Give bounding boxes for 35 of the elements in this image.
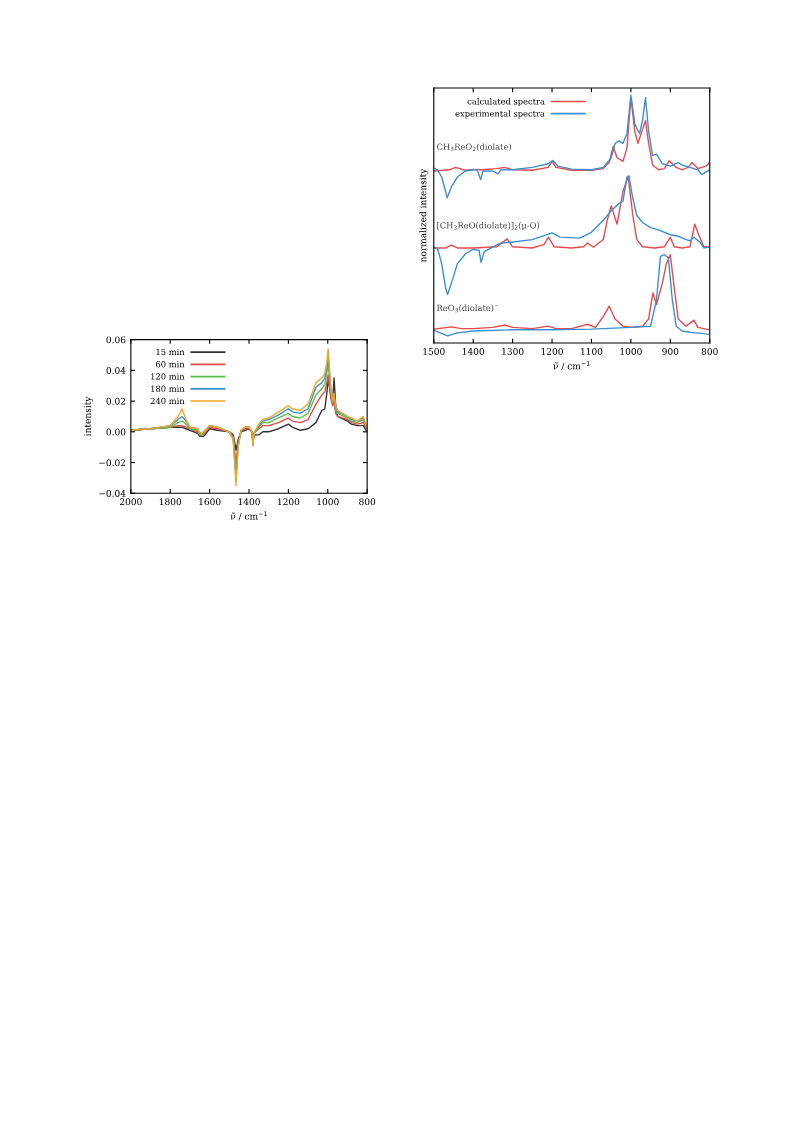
x-tick-label: 1800	[159, 498, 182, 506]
legend-label: 180 min	[151, 385, 185, 392]
x-tick-label: 900	[662, 348, 679, 355]
x-tick-label: 1500	[423, 348, 445, 355]
x-tick-label: 1300	[502, 348, 524, 355]
x-tick-label: 800	[359, 498, 376, 506]
x-tick-label: 1000	[620, 348, 642, 355]
x-tick-label: 1200	[278, 498, 300, 506]
y-axis-title: normalized intensity	[419, 168, 429, 263]
y-tick-label: −0.04	[99, 489, 126, 497]
legend-label: 15 min	[156, 348, 185, 356]
x-tick-label: 800	[701, 348, 718, 355]
y-tick-label: 0.06	[106, 336, 126, 344]
legend-label: 60 min	[156, 361, 185, 368]
annotation: ReO$_{3}$(diolate)$^{−}$	[436, 304, 499, 313]
legend-label: calculated spectra	[467, 98, 545, 107]
annotation: CH$_{3}$ReO$_{2}$(diolate)	[437, 143, 512, 152]
y-tick-label: −0.02	[99, 459, 126, 467]
y-tick-label: 0.00	[106, 428, 126, 436]
x-tick-label: 1400	[462, 348, 485, 355]
x-axis-title: ν̃ / cm$^{−1}$	[553, 361, 590, 371]
annotation: [CH$_{3}$ReO(diolate)]$_{2}$(μ-O)	[437, 222, 540, 231]
y-tick-label: 0.02	[106, 397, 126, 405]
y-tick-label: 0.04	[106, 367, 126, 374]
x-tick-label: 1000	[317, 498, 339, 506]
legend-label: experimental spectra	[455, 110, 545, 119]
x-tick-label: 2000	[119, 498, 142, 506]
x-tick-label: 1200	[541, 348, 563, 355]
legend-label: 240 min	[150, 397, 185, 405]
x-tick-label: 1100	[581, 348, 603, 355]
y-axis-title: intensity	[84, 396, 93, 436]
x-tick-label: 1400	[238, 498, 260, 506]
legend-label: 120 min	[151, 373, 185, 380]
x-axis-title: ν̃ / cm$^{−1}$	[230, 511, 267, 521]
x-tick-label: 1600	[199, 498, 221, 506]
